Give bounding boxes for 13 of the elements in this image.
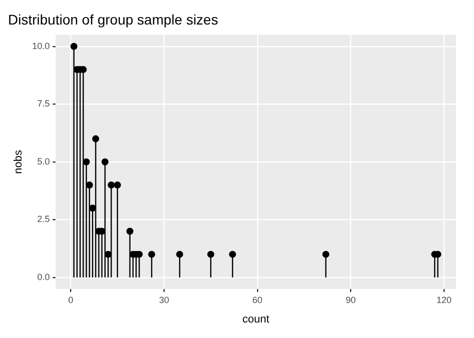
x-tick-label: 60 xyxy=(252,294,262,305)
x-tick-label: 0 xyxy=(68,294,74,305)
y-tick-label: 5.0 xyxy=(37,156,50,166)
x-tick-label: 90 xyxy=(346,294,356,305)
y-tick-label: 7.5 xyxy=(37,98,50,109)
x-axis-title: count xyxy=(242,313,270,326)
x-tick-label: 30 xyxy=(159,294,170,305)
chart-title: Distribution of group sample sizes xyxy=(8,11,218,28)
x-tick-label: 120 xyxy=(436,294,452,305)
y-tick-label: 2.5 xyxy=(37,214,50,224)
y-axis-title: nobs xyxy=(12,149,25,174)
y-tick-label: 10.0 xyxy=(32,40,50,51)
y-tick-label: 0.0 xyxy=(37,272,50,282)
